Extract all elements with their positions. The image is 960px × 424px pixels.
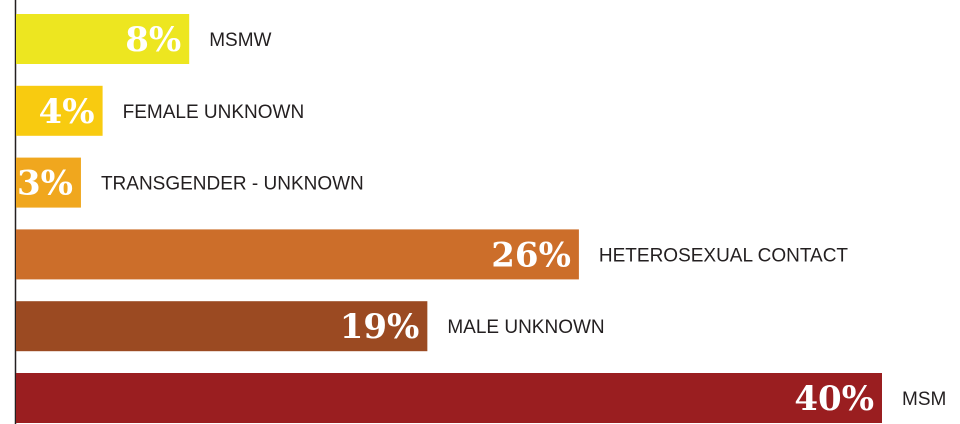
bar-value-label: 19% xyxy=(340,307,420,347)
category-label: HETEROSEXUAL CONTACT xyxy=(599,245,849,266)
bar-msm xyxy=(16,373,882,423)
category-label: TRANSGENDER - UNKNOWN xyxy=(101,174,364,195)
bar-msmw xyxy=(16,14,190,64)
category-label: MSM xyxy=(902,389,946,410)
bar-value-label: 3% xyxy=(17,164,73,204)
bar-value-label: 26% xyxy=(491,235,571,275)
category-label: FEMALE UNKNOWN xyxy=(123,102,305,123)
category-label: MALE UNKNOWN xyxy=(447,317,604,338)
bar-value-label: 4% xyxy=(39,92,95,132)
bar-male-unknown xyxy=(16,301,428,352)
bar-female-unknown xyxy=(16,85,103,136)
bar-transgender-unknown xyxy=(16,157,81,208)
bars-group: 8% MSMW 4% FEMALE UNKNOWN 3% TRANSGENDER - UN… xyxy=(16,14,946,423)
bar-heterosexual-contact xyxy=(16,229,579,280)
category-label: MSMW xyxy=(209,30,271,51)
bar-value-label: 8% xyxy=(125,20,181,60)
bar-value-label: 40% xyxy=(794,379,874,419)
